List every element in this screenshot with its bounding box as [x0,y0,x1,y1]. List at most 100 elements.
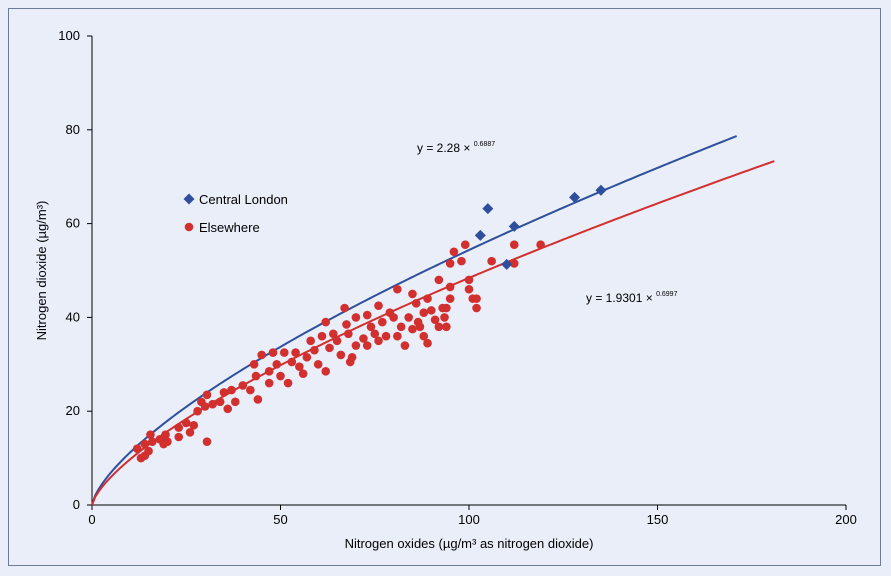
data-point-central-london [508,220,520,232]
data-point-elsewhere [404,313,413,322]
y-tick-label: 60 [66,216,80,231]
data-point-central-london [482,203,494,215]
data-point-elsewhere [202,437,212,446]
data-point-elsewhere [279,348,289,357]
data-point-elsewhere [181,418,191,428]
x-tick-label: 0 [88,512,95,527]
fit-line-1 [91,160,775,506]
y-ticks: 0 20 40 60 80 100 [58,28,92,512]
data-point-elsewhere [445,259,455,268]
data-point-elsewhere [344,329,353,339]
chart-frame: 0 50 100 150 200 0 20 40 60 80 100 Nitrogen oxide… [8,8,881,566]
x-axis-title: Nitrogen oxides (µg/m³ as nitrogen dioxi… [345,536,594,551]
data-point-elsewhere [457,256,466,266]
data-point-elsewhere [272,360,282,369]
data-point-elsewhere [423,294,432,303]
data-point-elsewhere [430,315,440,325]
data-point-elsewhere [464,284,474,294]
data-point-elsewhere [440,313,449,322]
data-point-elsewhere [268,348,278,357]
data-point-elsewhere [257,350,266,360]
data-point-elsewhere [264,378,274,388]
data-point-elsewhere [283,378,293,388]
data-point-elsewhere [445,294,455,303]
data-point-elsewhere [230,397,240,407]
data-point-elsewhere [351,341,361,350]
data-point-elsewhere [227,385,236,395]
data-point-elsewhere [340,303,349,313]
data-point-elsewhere [427,306,436,315]
data-point-elsewhere [264,367,274,376]
data-point-elsewhere [313,360,323,369]
data-point-elsewhere [351,313,361,322]
x-tick-label: 100 [458,512,480,527]
data-point-elsewhere [298,369,308,378]
data-point-elsewhere [411,299,421,308]
data-point-elsewhere [246,385,255,395]
data-point-elsewhere [536,240,545,250]
data-point-elsewhere [336,350,346,360]
data-point-elsewhere [472,303,481,313]
chart-svg: 0 50 100 150 200 0 20 40 60 80 100 Nitrogen oxide… [34,28,857,551]
x-tick-label: 150 [647,512,669,527]
fit-equation-central-london: y = 2.28 × 0.6887 [417,141,495,155]
data-point-elsewhere [332,336,342,346]
data-point-elsewhere [321,317,331,327]
data-point-elsewhere [509,259,519,268]
fit-equation-exponent: 0.6997 [656,291,678,298]
legend-marker-elsewhere [184,222,194,232]
data-point-elsewhere [434,275,444,285]
data-point-elsewhere [442,322,451,332]
data-point-elsewhere [419,308,429,318]
y-tick-label: 0 [73,497,80,512]
data-point-elsewhere [400,341,410,350]
x-ticks: 0 50 100 150 200 [88,505,857,527]
data-point-elsewhere [200,402,210,411]
data-point-elsewhere [342,320,351,329]
legend: Central London Elsewhere [183,192,288,235]
data-point-elsewhere [449,247,459,257]
data-point-elsewhere [146,430,155,439]
data-point-central-london [569,191,581,203]
data-point-elsewhere [370,329,380,339]
data-point-elsewhere [389,313,398,322]
x-tick-label: 50 [273,512,287,527]
axes: 0 50 100 150 200 0 20 40 60 80 100 [58,28,857,527]
data-point-elsewhere [442,303,451,313]
data-point-elsewhere [202,390,212,400]
data-point-elsewhere [408,289,417,299]
data-point-elsewhere [419,331,429,341]
data-point-elsewhere [208,399,217,409]
data-point-elsewhere [325,343,334,353]
data-point-elsewhere [487,256,496,266]
data-point-elsewhere [215,397,225,407]
data-point-elsewhere [276,371,285,381]
data-point-elsewhere [189,420,199,430]
data-points [132,184,607,463]
data-point-elsewhere [408,324,417,334]
data-point-elsewhere [249,360,259,369]
data-point-elsewhere [362,310,372,320]
data-point-elsewhere [509,240,519,250]
data-point-elsewhere [253,395,263,404]
data-point-elsewhere [251,371,261,381]
data-point-elsewhere [347,352,357,362]
data-point-elsewhere [434,322,444,332]
data-point-elsewhere [374,301,383,310]
data-point-elsewhere [161,430,170,439]
y-tick-label: 20 [66,403,80,418]
data-point-elsewhere [317,331,327,341]
data-point-elsewhere [460,240,470,250]
fit-line-0 [91,135,738,506]
data-point-elsewhere [328,329,338,339]
legend-label-elsewhere: Elsewhere [199,220,260,235]
data-point-elsewhere [381,331,391,341]
data-point-elsewhere [377,317,387,327]
legend-marker-central-london [183,193,195,205]
fit-equation-text: y = 1.9301 × [586,291,656,305]
data-point-elsewhere [306,336,315,346]
data-point-elsewhere [163,437,172,446]
data-point-elsewhere [295,362,304,371]
data-point-elsewhere [148,437,157,446]
data-point-elsewhere [374,336,383,346]
